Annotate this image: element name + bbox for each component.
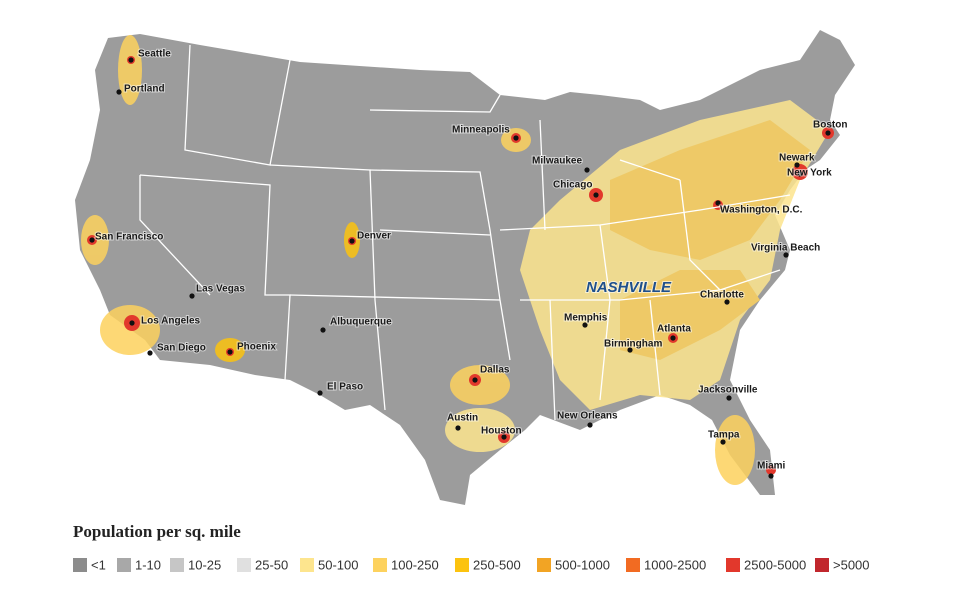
legend-label: <1	[91, 557, 106, 572]
city-dot	[582, 322, 588, 328]
city-dot	[129, 320, 135, 326]
city-label: Chicago	[553, 180, 592, 191]
city-label: Newark	[779, 153, 815, 164]
city-label: Seattle	[138, 49, 171, 60]
city-label: Denver	[357, 231, 391, 242]
map-land	[75, 30, 855, 505]
city-dot	[320, 327, 326, 333]
city-dot	[627, 347, 633, 353]
city-label: Memphis	[564, 313, 608, 324]
city-label: Virginia Beach	[751, 243, 820, 254]
city-dot	[783, 252, 789, 258]
city-dot	[726, 395, 732, 401]
city-label: Atlanta	[657, 324, 691, 335]
city-dot	[670, 335, 676, 341]
legend-label: 500-1000	[555, 557, 610, 572]
city-dot	[768, 473, 774, 479]
city-dot	[584, 167, 590, 173]
legend-swatch	[73, 558, 87, 572]
legend: <1 1-10 10-25 25-50 50-100 100-250 250-500 500-…	[73, 557, 870, 572]
city-dot	[501, 434, 507, 440]
city-label: Austin	[447, 413, 478, 424]
city-label: Charlotte	[700, 290, 744, 301]
city-label: El Paso	[327, 382, 363, 393]
legend-swatch	[300, 558, 314, 572]
city-dot	[349, 238, 355, 244]
city-dot	[797, 171, 803, 177]
city-layer: Seattle Portland Minneapolis Boston Milwauke…	[89, 48, 848, 479]
city-label: Albuquerque	[330, 317, 392, 328]
legend-swatch	[373, 558, 387, 572]
city-label: Tampa	[708, 430, 740, 441]
legend-label: 10-25	[188, 557, 221, 572]
legend-label: 25-50	[255, 557, 288, 572]
city-label: San Diego	[157, 343, 206, 354]
city-dot	[227, 349, 233, 355]
legend-swatch	[170, 558, 184, 572]
city-label: Phoenix	[237, 342, 276, 353]
city-label: Minneapolis	[452, 125, 510, 136]
legend-swatch	[626, 558, 640, 572]
legend-label: 2500-5000	[744, 557, 806, 572]
city-label: New York	[787, 168, 832, 179]
city-label: Milwaukee	[532, 156, 582, 167]
city-dot	[587, 422, 593, 428]
legend-label: 1-10	[135, 557, 161, 572]
city-label: Las Vegas	[196, 284, 245, 295]
city-dot	[825, 130, 831, 136]
city-dot	[472, 377, 478, 383]
city-label: New Orleans	[557, 411, 618, 422]
legend-label: 50-100	[318, 557, 358, 572]
city-dot	[147, 350, 153, 356]
city-dot	[89, 237, 95, 243]
city-label: Boston	[813, 120, 847, 131]
city-label: Los Angeles	[141, 316, 201, 327]
city-label: Birmingham	[604, 339, 662, 350]
city-dot	[720, 439, 726, 445]
legend-swatch	[237, 558, 251, 572]
city-dot	[724, 299, 730, 305]
city-dot	[593, 192, 599, 198]
city-label: Miami	[757, 461, 786, 472]
legend-swatch	[455, 558, 469, 572]
city-dot	[317, 390, 323, 396]
legend-label: 250-500	[473, 557, 521, 572]
city-label: San Francisco	[95, 232, 163, 243]
legend-label: >5000	[833, 557, 870, 572]
city-label: Dallas	[480, 365, 510, 376]
legend-label: 100-250	[391, 557, 439, 572]
legend-swatch	[726, 558, 740, 572]
city-label: Washington, D.C.	[720, 205, 803, 216]
city-dot	[189, 293, 195, 299]
highlight-label: NASHVILLE	[586, 279, 672, 296]
city-dot	[128, 57, 134, 63]
city-dot	[116, 89, 122, 95]
city-dot	[715, 200, 721, 206]
city-dot	[513, 135, 519, 141]
city-label: Houston	[481, 426, 522, 437]
legend-swatch	[537, 558, 551, 572]
legend-swatch	[117, 558, 131, 572]
city-label: Jacksonville	[698, 385, 758, 396]
legend-swatch	[815, 558, 829, 572]
legend-title: Population per sq. mile	[73, 522, 241, 541]
city-label: Portland	[124, 84, 165, 95]
city-dot	[455, 425, 461, 431]
city-dot	[794, 162, 800, 168]
legend-label: 1000-2500	[644, 557, 706, 572]
